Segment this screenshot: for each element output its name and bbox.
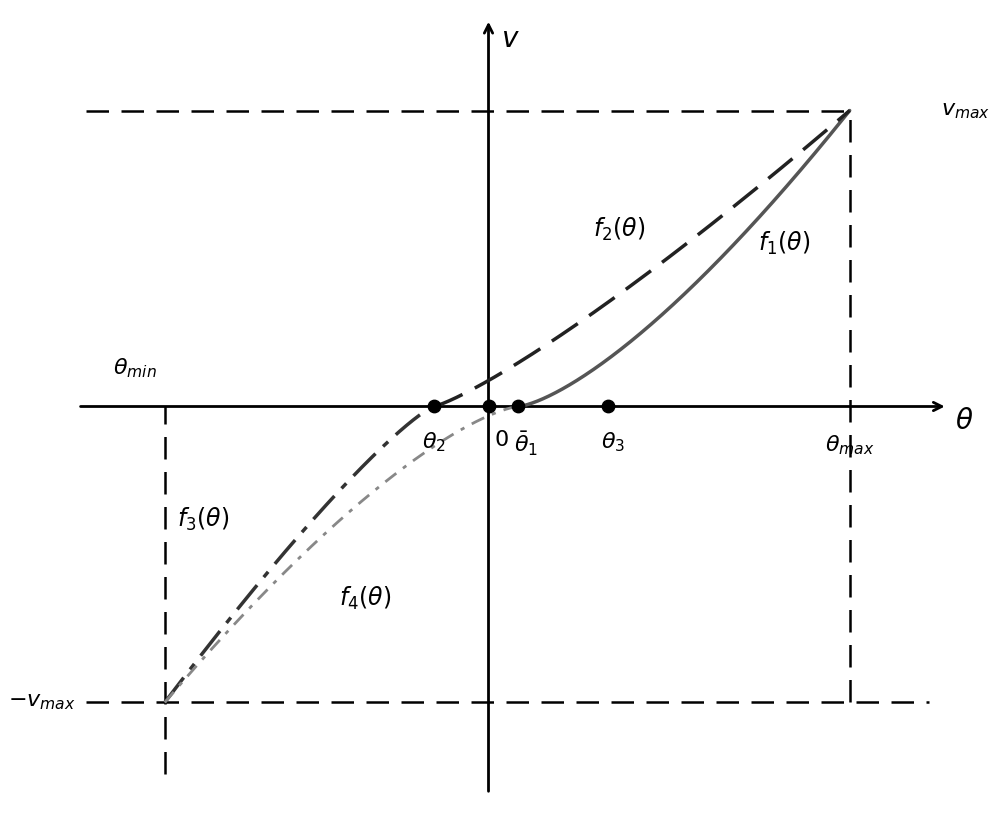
Text: $f_2(\theta)$: $f_2(\theta)$ (593, 215, 645, 242)
Text: $\bar{\theta}_1$: $\bar{\theta}_1$ (514, 430, 538, 459)
Text: $-v_{max}$: $-v_{max}$ (8, 693, 76, 712)
Text: $\theta$: $\theta$ (955, 407, 973, 435)
Text: $\theta_2$: $\theta_2$ (422, 430, 446, 454)
Point (600, 400, 616, 413)
Point (481, 400, 497, 413)
Text: $v$: $v$ (501, 25, 520, 53)
Point (426, 400, 442, 413)
Text: $\theta_{max}$: $\theta_{max}$ (825, 433, 874, 457)
Text: $v_{max}$: $v_{max}$ (941, 101, 990, 120)
Point (510, 400, 526, 413)
Text: $\theta_3$: $\theta_3$ (601, 430, 625, 454)
Text: $0$: $0$ (494, 430, 508, 450)
Text: $\theta_{min}$: $\theta_{min}$ (113, 356, 157, 380)
Text: $f_4(\theta)$: $f_4(\theta)$ (339, 585, 391, 612)
Text: $f_3(\theta)$: $f_3(\theta)$ (177, 506, 229, 533)
Text: $f_1(\theta)$: $f_1(\theta)$ (758, 230, 810, 258)
